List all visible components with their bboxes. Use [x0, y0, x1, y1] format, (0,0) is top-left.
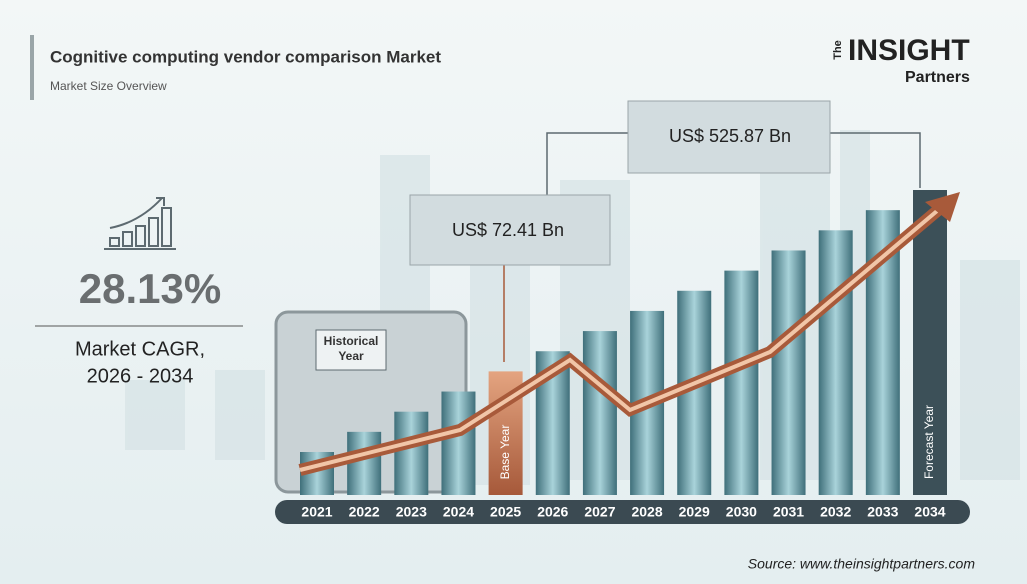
callout-label: US$ 72.41 Bn — [452, 220, 564, 240]
bar — [818, 230, 853, 496]
logo-suffix: Partners — [905, 69, 970, 86]
callout-label: US$ 525.87 Bn — [669, 126, 791, 146]
arrow-head — [925, 192, 960, 222]
year-label: 2021 — [301, 504, 332, 520]
subtitle: Market Size Overview — [50, 79, 167, 93]
growth-icon — [104, 197, 176, 250]
historical-box — [315, 329, 387, 371]
historical-label-wrap: Historical Year — [323, 334, 379, 363]
callout-box — [409, 194, 611, 266]
callout-box — [627, 100, 831, 174]
forecast-year-label: Forecast Year — [922, 405, 936, 479]
year-label: 2031 — [773, 504, 804, 520]
cagr-label: 2026 - 2034 — [87, 365, 194, 387]
bar — [771, 250, 806, 495]
timeline-track — [275, 500, 970, 524]
year-label: 2024 — [443, 504, 474, 520]
connector — [546, 132, 921, 195]
historical-label: Historical Year — [323, 334, 379, 363]
year-label: 2026 — [537, 504, 568, 520]
bar — [913, 190, 947, 495]
cagr-value: 28.13% — [79, 265, 221, 312]
logo-brand: INSIGHT — [848, 34, 970, 67]
source: Source: www.theinsightpartners.com — [748, 556, 976, 572]
bar — [394, 411, 429, 495]
bar — [441, 391, 476, 495]
year-label: 2028 — [631, 504, 662, 520]
base-year-label: Base Year — [498, 425, 512, 480]
year-label: 2033 — [867, 504, 898, 520]
title: Cognitive computing vendor comparison Ma… — [50, 47, 441, 66]
year-label: 2030 — [726, 504, 757, 520]
bar — [582, 331, 617, 495]
year-label: 2034 — [914, 504, 945, 520]
year-label: 2023 — [396, 504, 427, 520]
trend-arrow-highlight — [299, 198, 952, 472]
title-accent — [30, 35, 34, 100]
bar — [724, 270, 759, 495]
cagr-label: Market CAGR, — [75, 338, 205, 360]
logo-prefix: The — [832, 40, 844, 60]
bar — [347, 431, 382, 495]
year-label: 2027 — [584, 504, 615, 520]
year-label: 2032 — [820, 504, 851, 520]
year-label: 2029 — [679, 504, 710, 520]
year-label: 2025 — [490, 504, 521, 520]
year-label: 2022 — [349, 504, 380, 520]
